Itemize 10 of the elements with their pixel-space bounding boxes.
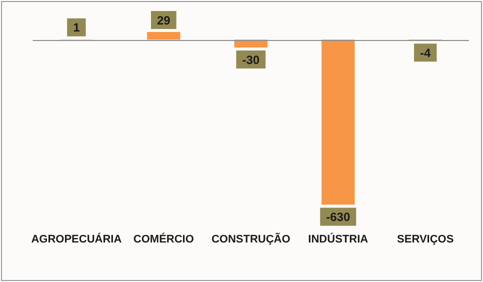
data-label: 1 xyxy=(73,20,80,35)
data-label: -30 xyxy=(242,52,260,67)
x-tick-label: CONSTRUÇÃO xyxy=(211,232,291,246)
x-tick-label: AGROPECUÁRIA xyxy=(31,232,122,246)
x-tick-label: COMÉRCIO xyxy=(133,232,194,246)
x-tick-label: INDÚSTRIA xyxy=(308,232,368,246)
data-label: 29 xyxy=(156,13,171,28)
data-label: -630 xyxy=(326,210,350,224)
data-label: -4 xyxy=(420,46,432,60)
x-tick-label: SERVIÇOS xyxy=(397,233,454,246)
